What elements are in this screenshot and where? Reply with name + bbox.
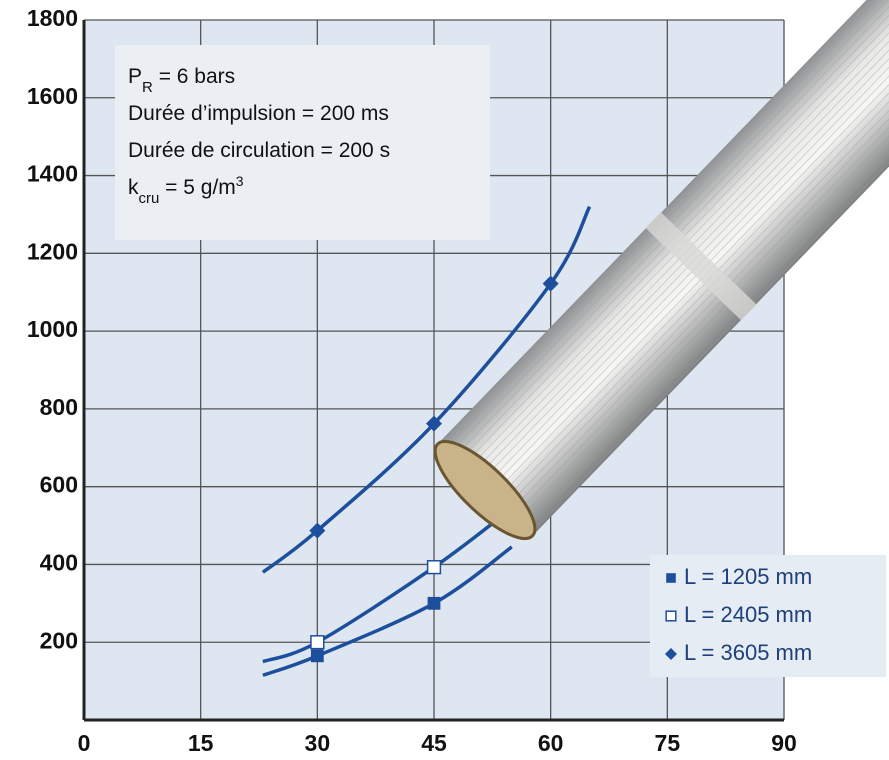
annotation-part: Durée de circulation = 200 s — [128, 139, 390, 162]
x-tick-label: 0 — [78, 730, 91, 756]
annotation: Durée de circulation = 200 s — [128, 139, 390, 162]
x-tick-label: 60 — [538, 730, 564, 756]
legend-marker — [666, 611, 676, 621]
annotation-part: P — [128, 65, 142, 88]
y-tick-label: 1200 — [27, 238, 78, 264]
legend-label: L = 1205 mm — [684, 564, 812, 589]
x-tick-label: 45 — [421, 730, 447, 756]
y-tick-label: 1800 — [27, 5, 78, 31]
annotation-part: R — [142, 79, 153, 96]
annotation-part: Durée d’impulsion = 200 ms — [128, 102, 389, 125]
annotation-part: = 5 g/m — [159, 176, 235, 199]
y-tick-label: 1600 — [27, 83, 78, 109]
annotation: Durée d’impulsion = 200 ms — [128, 102, 389, 125]
annotation-part: cru — [139, 190, 160, 207]
x-tick-label: 30 — [305, 730, 331, 756]
x-tick-label: 75 — [655, 730, 681, 756]
x-tick-label: 15 — [188, 730, 214, 756]
y-tick-label: 400 — [40, 550, 78, 576]
y-tick-label: 800 — [40, 394, 78, 420]
legend-marker — [666, 573, 676, 583]
legend-label: L = 2405 mm — [684, 602, 812, 627]
marker — [428, 561, 441, 574]
marker — [311, 649, 324, 662]
y-tick-label: 200 — [40, 627, 78, 653]
marker — [311, 636, 324, 649]
annotation-part: 3 — [236, 173, 244, 189]
x-tick-label: 90 — [771, 730, 797, 756]
y-tick-label: 1400 — [27, 161, 78, 187]
annotation-part: = 6 bars — [153, 65, 235, 88]
y-tick-label: 600 — [40, 472, 78, 498]
legend-label: L = 3605 mm — [684, 640, 812, 665]
annotation-part: k — [128, 176, 139, 199]
chart: PR = 6 bars Durée d’impulsion = 200 ms Dur… — [0, 0, 889, 760]
marker — [428, 597, 441, 610]
y-tick-label: 1000 — [27, 316, 78, 342]
